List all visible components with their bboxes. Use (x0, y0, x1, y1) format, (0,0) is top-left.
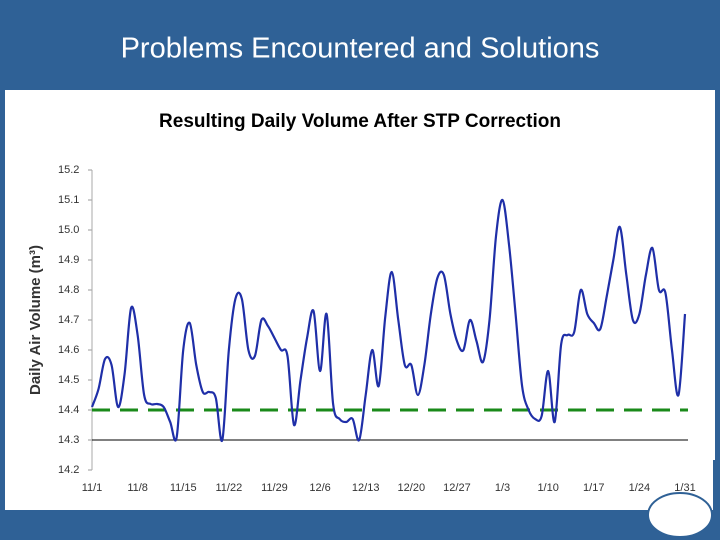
x-tick-label: 1/31 (674, 482, 695, 494)
x-tick-label: 1/3 (495, 482, 510, 494)
chart-title: Resulting Daily Volume After STP Correct… (159, 111, 561, 132)
x-tick-label: 11/8 (127, 482, 148, 494)
x-tick-label: 1/24 (629, 482, 650, 494)
data-line (90, 198, 687, 442)
y-tick-label: 14.7 (58, 314, 79, 326)
y-tick-label: 14.6 (58, 344, 79, 356)
edge-stripe (713, 460, 720, 510)
slide-title: Problems Encountered and Solutions (121, 33, 600, 65)
x-tick-label: 12/27 (443, 482, 471, 494)
y-tick-label: 14.9 (58, 254, 79, 266)
y-tick-label: 14.2 (58, 464, 79, 476)
x-tick-label: 1/10 (537, 482, 558, 494)
x-tick-label: 12/20 (398, 482, 426, 494)
x-tick-label: 12/6 (309, 482, 330, 494)
y-tick-label: 14.5 (58, 374, 79, 386)
x-tick-label: 12/13 (352, 482, 380, 494)
y-tick-label: 14.4 (58, 404, 79, 416)
x-tick-label: 11/29 (261, 482, 288, 494)
y-tick-label: 15.2 (58, 164, 79, 176)
y-tick-label: 14.8 (58, 284, 79, 296)
y-tick-label: 15.0 (58, 224, 79, 236)
x-tick-label: 11/15 (170, 482, 197, 494)
x-tick-label: 11/1 (82, 482, 103, 494)
y-axis-label: Daily Air Volume (m³) (27, 245, 44, 395)
x-tick-label: 11/22 (215, 482, 242, 494)
y-tick-label: 15.1 (58, 194, 79, 206)
logo (647, 492, 713, 538)
y-tick-label: 14.3 (58, 434, 79, 446)
chart-panel (5, 90, 715, 510)
x-tick-label: 1/17 (583, 482, 604, 494)
